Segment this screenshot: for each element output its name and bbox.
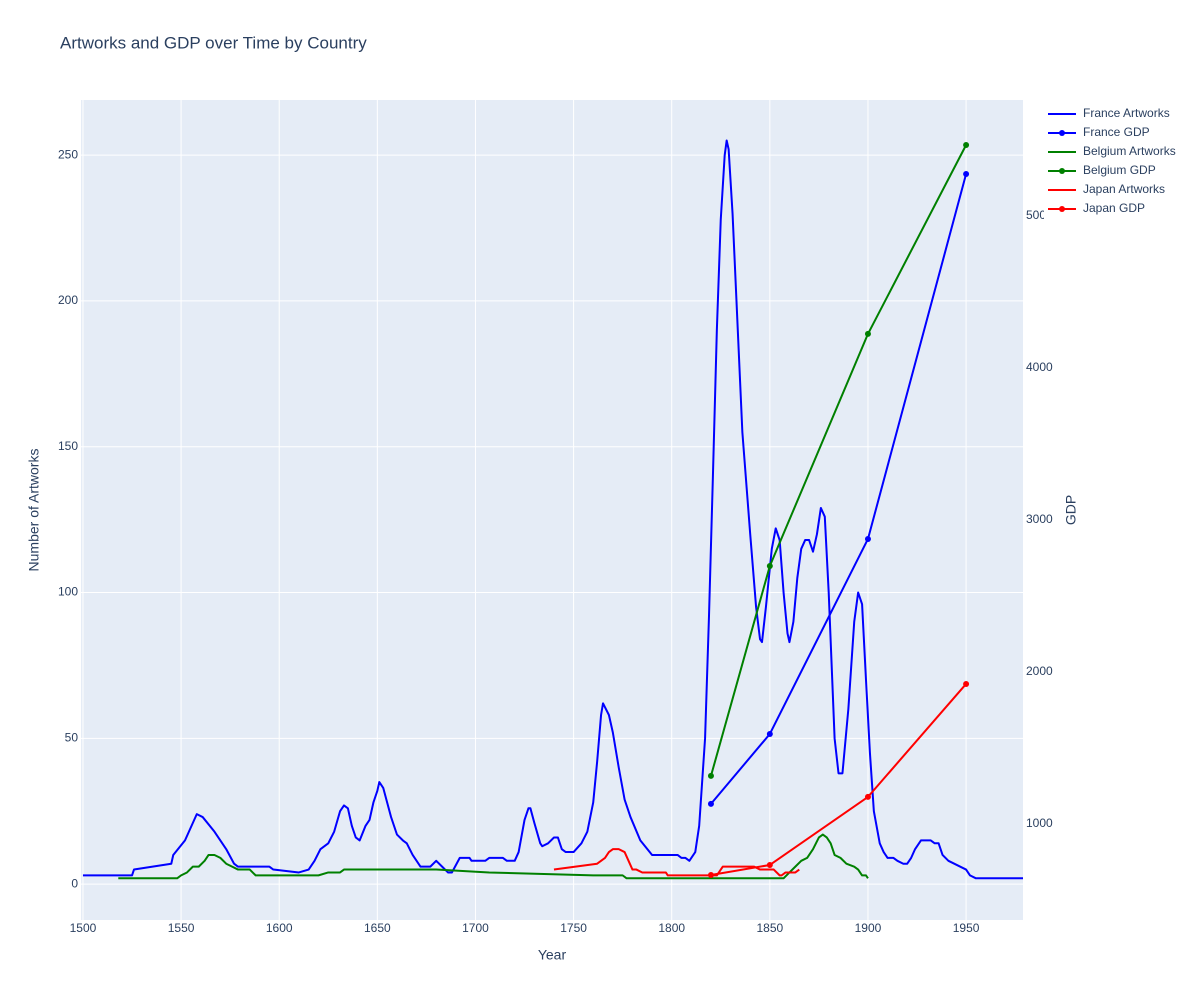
y2-tick-label: 2000 — [1026, 664, 1053, 678]
legend-marker — [1059, 206, 1065, 212]
x-tick-label: 1550 — [168, 921, 195, 935]
x-tick-label: 1500 — [70, 921, 97, 935]
y-axis-title: Number of Artworks — [26, 449, 42, 572]
y2-tick-label: 4000 — [1026, 360, 1053, 374]
y2-tick-label: 3000 — [1026, 512, 1053, 526]
legend-label: France GDP — [1083, 125, 1150, 139]
data-point — [963, 680, 970, 687]
legend-box — [1044, 105, 1194, 223]
series-line — [118, 833, 869, 880]
legend-marker — [1059, 130, 1065, 136]
y-tick-label: 50 — [65, 731, 79, 745]
y-tick-label: 0 — [71, 876, 78, 890]
series-line — [82, 139, 1023, 880]
plot-area — [81, 100, 1023, 920]
chart-title: Artworks and GDP over Time by Country — [60, 33, 367, 52]
data-point — [864, 535, 871, 542]
series-line — [710, 683, 967, 876]
data-point — [963, 171, 970, 178]
data-point — [766, 563, 773, 570]
legend-label: Belgium GDP — [1083, 163, 1156, 177]
y2-tick-label: 1000 — [1026, 816, 1053, 830]
data-point — [766, 861, 773, 868]
data-point — [864, 330, 871, 337]
traces — [82, 139, 1023, 880]
y-tick-label: 150 — [58, 439, 78, 453]
y-tick-label: 200 — [58, 293, 78, 307]
x-axis-title: Year — [538, 947, 567, 963]
x-tick-label: 1800 — [658, 921, 685, 935]
data-point — [864, 793, 871, 800]
y-tick-label: 250 — [58, 147, 78, 161]
y-tick-label: 100 — [58, 585, 78, 599]
data-point — [963, 141, 970, 148]
legend-label: Japan Artworks — [1083, 182, 1165, 196]
x-tick-label: 1900 — [855, 921, 882, 935]
series-line — [553, 848, 800, 877]
x-tick-label: 1700 — [462, 921, 489, 935]
data-point — [766, 730, 773, 737]
series-line — [710, 173, 968, 805]
data-point — [707, 772, 714, 779]
data-point — [707, 872, 714, 879]
legend-label: Japan GDP — [1083, 201, 1145, 215]
series-line — [709, 144, 967, 777]
legend-label: Belgium Artworks — [1083, 144, 1176, 158]
legend-label: France Artworks — [1083, 106, 1170, 120]
data-point — [707, 800, 714, 807]
legend-marker — [1059, 168, 1065, 174]
x-tick-label: 1750 — [560, 921, 587, 935]
x-tick-label: 1850 — [756, 921, 783, 935]
x-tick-label: 1950 — [953, 921, 980, 935]
x-tick-label: 1650 — [364, 921, 391, 935]
y2-axis-title: GDP — [1063, 495, 1079, 525]
grid — [81, 100, 1023, 920]
x-tick-label: 1600 — [266, 921, 293, 935]
